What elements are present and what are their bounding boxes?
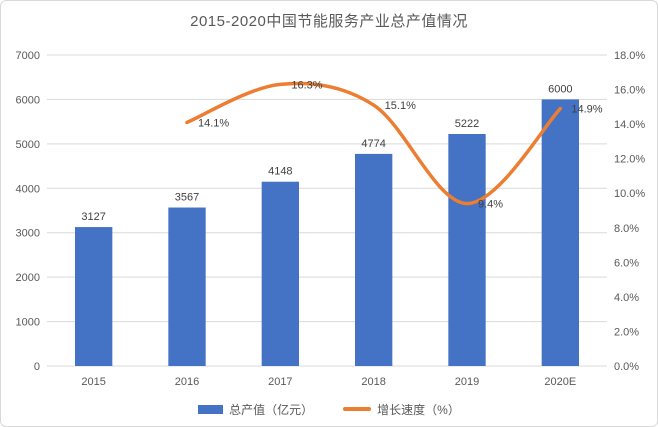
left-axis-tick-label: 3000 xyxy=(16,228,40,240)
right-axis-tick-label: 14.0% xyxy=(614,119,645,131)
bar-value-label: 4774 xyxy=(361,138,385,150)
line-value-label: 14.1% xyxy=(198,117,229,129)
left-axis-tick-label: 5000 xyxy=(16,139,40,151)
right-axis-tick-label: 0.0% xyxy=(614,361,639,373)
x-axis-tick-label: 2018 xyxy=(361,376,385,388)
left-axis-tick-label: 6000 xyxy=(16,94,40,106)
x-axis-tick-label: 2015 xyxy=(81,376,105,388)
bar-2020E xyxy=(541,99,579,366)
right-axis-tick-label: 12.0% xyxy=(614,154,645,166)
left-axis-tick-label: 1000 xyxy=(16,317,40,329)
x-axis-tick-label: 2016 xyxy=(175,376,199,388)
left-axis-tick-label: 7000 xyxy=(16,50,40,62)
line-value-label: 9.4% xyxy=(478,199,503,211)
x-axis-tick-label: 2017 xyxy=(268,376,292,388)
chart-legend: 总产值（亿元） 增长速度（%） xyxy=(1,397,657,421)
bar-2016 xyxy=(168,207,206,366)
legend-line-swatch xyxy=(343,407,372,411)
chart-title: 2015-2020中国节能服务产业总产值情况 xyxy=(190,13,468,30)
legend-item-1: 增长速度（%） xyxy=(343,401,460,418)
bar-2017 xyxy=(261,181,299,366)
growth-rate-line xyxy=(185,81,563,206)
bar-2019 xyxy=(448,133,486,366)
legend-bar-swatch xyxy=(198,404,224,414)
line-value-label: 14.9% xyxy=(571,104,602,116)
x-axis-tick-label: 2020E xyxy=(544,376,576,388)
bar-value-label: 5222 xyxy=(455,118,479,130)
right-axis-tick-label: 2.0% xyxy=(614,326,639,338)
legend-item-0: 总产值（亿元） xyxy=(198,401,313,418)
bar-value-label: 3127 xyxy=(81,211,105,223)
right-axis-tick-label: 4.0% xyxy=(614,292,639,304)
line-value-label: 15.1% xyxy=(385,100,416,112)
bar-2018 xyxy=(355,153,393,366)
left-axis-tick-label: 0 xyxy=(34,361,40,373)
right-axis-tick-label: 16.0% xyxy=(614,85,645,97)
right-axis-tick-label: 10.0% xyxy=(614,188,645,200)
x-axis-tick-label: 2019 xyxy=(455,376,479,388)
line-value-label: 16.3% xyxy=(291,79,322,91)
bar-value-label: 6000 xyxy=(548,83,572,95)
right-axis-tick-label: 8.0% xyxy=(614,223,639,235)
bar-2015 xyxy=(75,227,113,366)
left-axis-tick-label: 4000 xyxy=(16,183,40,195)
legend-label: 增长速度（%） xyxy=(377,402,460,417)
left-axis-tick-label: 2000 xyxy=(16,272,40,284)
right-axis-tick-label: 18.0% xyxy=(614,50,645,62)
legend-label: 总产值（亿元） xyxy=(229,402,314,417)
bar-value-label: 3567 xyxy=(175,192,199,204)
right-axis-tick-label: 6.0% xyxy=(614,257,639,269)
bar-value-label: 4148 xyxy=(268,166,292,178)
